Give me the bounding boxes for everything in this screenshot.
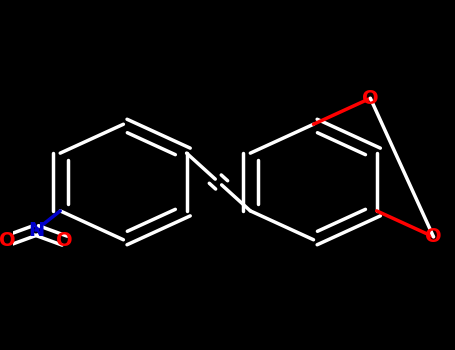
Text: O: O [362, 89, 379, 108]
Text: O: O [0, 231, 15, 250]
Text: O: O [425, 228, 442, 246]
Text: N: N [28, 220, 44, 240]
Text: O: O [56, 231, 73, 250]
